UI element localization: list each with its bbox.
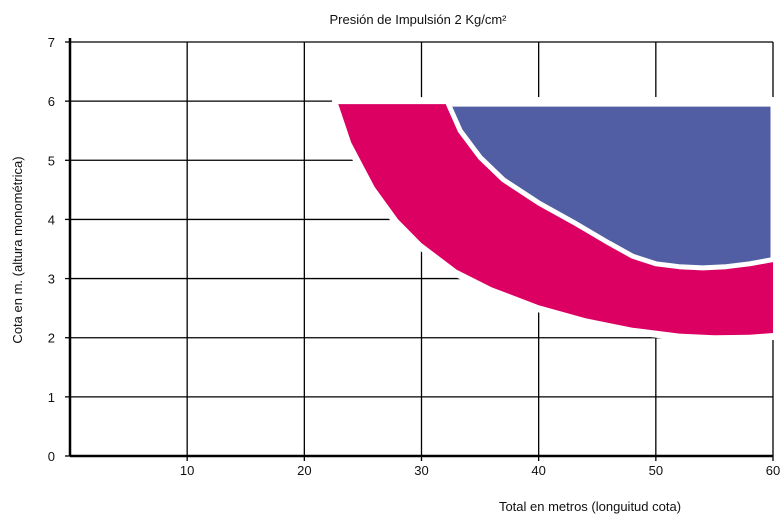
y-tick-label: 1: [48, 390, 55, 405]
x-tick-label: 30: [414, 463, 428, 478]
y-tick-label: 5: [48, 153, 55, 168]
x-tick-label: 60: [766, 463, 780, 478]
x-axis-title: Total en metros (longuitud cota): [499, 499, 681, 514]
y-tick-label: 4: [48, 212, 55, 227]
y-tick-label: 0: [48, 449, 55, 464]
x-tick-label: 10: [180, 463, 194, 478]
regions: [331, 97, 780, 343]
x-tick-label: 40: [531, 463, 545, 478]
chart-title: Presión de Impulsión 2 Kg/cm²: [329, 12, 507, 27]
tick-labels: 0 1 2 3 4 5 6 7 10 20 30 40 50 60: [48, 35, 780, 478]
x-tick-label: 20: [297, 463, 311, 478]
y-tick-label: 3: [48, 272, 55, 287]
y-tick-label: 6: [48, 94, 55, 109]
y-tick-label: 2: [48, 331, 55, 346]
axes: [65, 38, 774, 461]
y-tick-label: 7: [48, 35, 55, 50]
inner-region: [445, 101, 776, 271]
x-tick-label: 50: [649, 463, 663, 478]
y-axis-title: Cota en m. (altura monométrica): [10, 156, 25, 343]
